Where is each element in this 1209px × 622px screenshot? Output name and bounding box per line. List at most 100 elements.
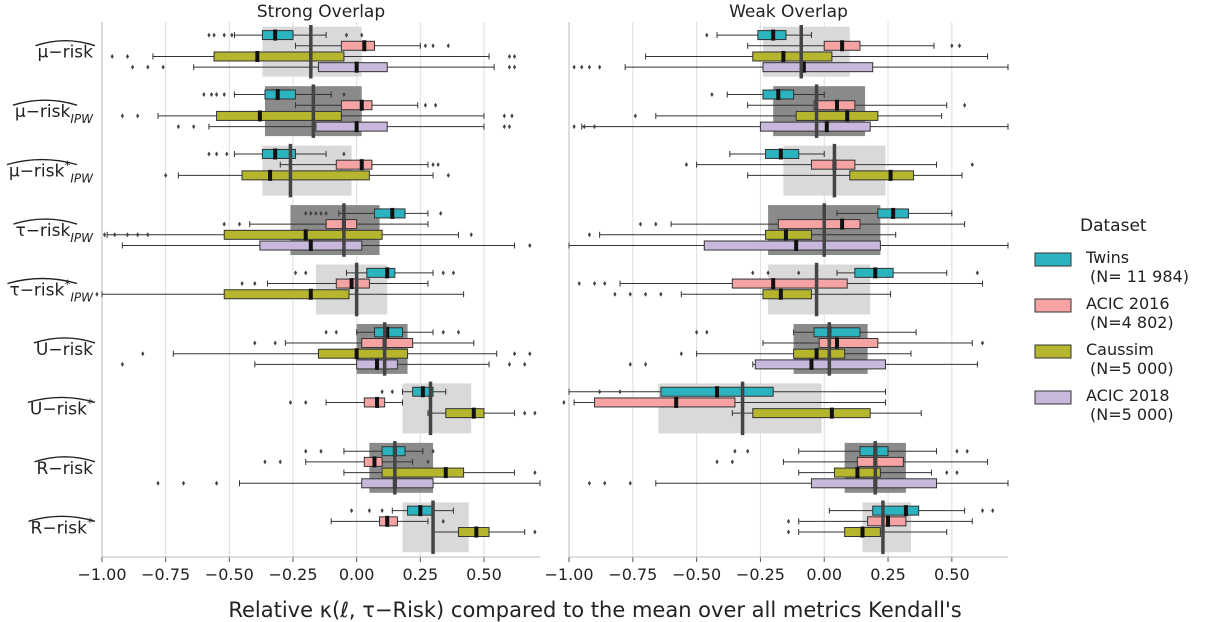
outlier-point bbox=[293, 270, 298, 276]
outlier-point bbox=[654, 221, 658, 227]
panel-strong-overlap: −1.00 −0.75 −0.50 −0.25 0.00 0.25 0.50 Strong O… bbox=[77, 2, 541, 584]
outlier-point bbox=[684, 162, 689, 168]
outlier-point bbox=[349, 508, 354, 514]
outlier-point bbox=[439, 210, 443, 216]
outlier-point bbox=[263, 459, 267, 465]
y-tick-label: R−risk bbox=[37, 459, 94, 479]
outlier-point bbox=[955, 448, 959, 454]
box bbox=[777, 219, 861, 230]
outlier-point bbox=[342, 92, 346, 98]
x-axis-label: Relative κ(ℓ, τ−Risk) compared to the me… bbox=[228, 598, 961, 622]
outlier-point bbox=[451, 270, 456, 276]
outlier-point bbox=[431, 162, 435, 168]
legend-sublabel: (N=5 000) bbox=[1090, 405, 1174, 424]
outlier-point bbox=[715, 459, 719, 465]
outlier-point bbox=[334, 329, 338, 335]
outlier-point bbox=[342, 151, 346, 157]
outlier-point bbox=[240, 281, 244, 287]
outlier-point bbox=[380, 389, 384, 395]
legend-sublabel: (N=4 802) bbox=[1090, 313, 1174, 332]
box bbox=[373, 208, 406, 219]
outlier-point bbox=[125, 53, 130, 59]
outlier-point bbox=[603, 480, 607, 486]
x-tick-label: 0.00 bbox=[339, 565, 375, 584]
box bbox=[241, 170, 370, 181]
box bbox=[849, 170, 915, 181]
legend-sublabel: (N=5 000) bbox=[1090, 359, 1174, 378]
box bbox=[213, 51, 345, 62]
box bbox=[754, 359, 886, 370]
outlier-point bbox=[592, 124, 597, 130]
outlier-point bbox=[533, 470, 537, 476]
outlier-point bbox=[120, 361, 124, 367]
outlier-point bbox=[431, 43, 435, 49]
outlier-point bbox=[146, 64, 150, 70]
box bbox=[363, 397, 386, 408]
box bbox=[752, 51, 833, 62]
outlier-point bbox=[214, 480, 219, 486]
x-tick-label: −0.75 bbox=[608, 565, 657, 584]
outlier-point bbox=[975, 270, 979, 276]
box bbox=[752, 408, 871, 419]
y-tick-label: τ−riskIPW bbox=[15, 221, 94, 245]
outlier-point bbox=[507, 361, 512, 367]
outlier-point bbox=[141, 351, 145, 357]
x-tick-label: −1.00 bbox=[77, 565, 126, 584]
outlier-point bbox=[577, 281, 581, 287]
box bbox=[458, 527, 490, 538]
x-tick-label: 0.50 bbox=[934, 565, 970, 584]
outlier-point bbox=[110, 53, 114, 59]
outlier-point bbox=[512, 351, 517, 357]
outlier-point bbox=[587, 64, 592, 70]
x-tick-label: −0.75 bbox=[141, 565, 190, 584]
outlier-point bbox=[528, 351, 532, 357]
outlier-point bbox=[237, 221, 242, 227]
legend-swatch bbox=[1034, 390, 1072, 405]
box bbox=[813, 100, 856, 111]
box bbox=[317, 348, 409, 359]
outlier-point bbox=[679, 351, 683, 357]
outlier-point bbox=[324, 210, 328, 216]
panel-title: Weak Overlap bbox=[729, 2, 848, 22]
hat-mark bbox=[34, 456, 96, 463]
outlier-point bbox=[360, 32, 364, 38]
legend-sublabel: (N= 11 984) bbox=[1090, 267, 1189, 286]
outlier-point bbox=[390, 389, 394, 395]
box bbox=[762, 289, 812, 300]
y-tick-label: U−risk* bbox=[30, 396, 93, 419]
legend-swatch bbox=[1034, 344, 1072, 359]
hat-mark bbox=[7, 277, 78, 285]
outlier-point bbox=[319, 210, 323, 216]
x-tick-label: 0.25 bbox=[870, 565, 906, 584]
outlier-point bbox=[314, 210, 318, 216]
outlier-point bbox=[164, 172, 168, 178]
box bbox=[594, 397, 736, 408]
outlier-point bbox=[176, 124, 180, 130]
box bbox=[856, 456, 904, 467]
hat-mark bbox=[33, 337, 96, 344]
outlier-point bbox=[572, 124, 576, 130]
x-tick-label: −1.00 bbox=[544, 565, 593, 584]
outlier-point bbox=[423, 43, 428, 49]
outlier-point bbox=[130, 64, 135, 70]
outlier-point bbox=[507, 124, 512, 130]
outlier-point bbox=[446, 43, 450, 49]
outlier-point bbox=[957, 43, 962, 49]
box bbox=[223, 289, 350, 300]
outlier-point bbox=[955, 470, 959, 476]
x-tick-label: 0.50 bbox=[466, 565, 502, 584]
outlier-point bbox=[598, 389, 602, 395]
outlier-point bbox=[426, 459, 430, 465]
box bbox=[340, 40, 375, 51]
box bbox=[261, 30, 294, 41]
hat-mark bbox=[27, 396, 96, 404]
outlier-point bbox=[304, 399, 308, 405]
box bbox=[261, 148, 297, 159]
outlier-point bbox=[225, 151, 229, 157]
outlier-point bbox=[95, 291, 99, 297]
legend-label: ACIC 2016 bbox=[1086, 294, 1170, 313]
outlier-point bbox=[730, 459, 734, 465]
outlier-point bbox=[136, 113, 140, 119]
outlier-point bbox=[441, 329, 445, 335]
box bbox=[793, 348, 846, 359]
